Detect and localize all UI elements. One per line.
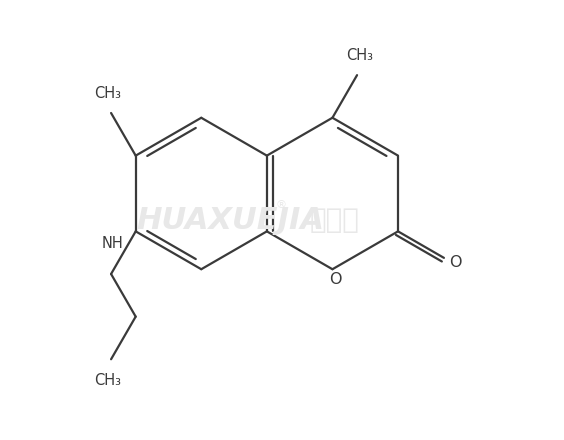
Text: CH₃: CH₃ [95, 373, 122, 388]
Text: ®: ® [275, 200, 286, 210]
Text: 化学加: 化学加 [309, 206, 359, 234]
Text: CH₃: CH₃ [347, 48, 373, 63]
Text: HUAXUEJIA: HUAXUEJIA [136, 205, 324, 235]
Text: O: O [449, 255, 461, 270]
Text: CH₃: CH₃ [95, 86, 122, 101]
Text: NH: NH [102, 236, 124, 251]
Text: O: O [329, 271, 342, 286]
